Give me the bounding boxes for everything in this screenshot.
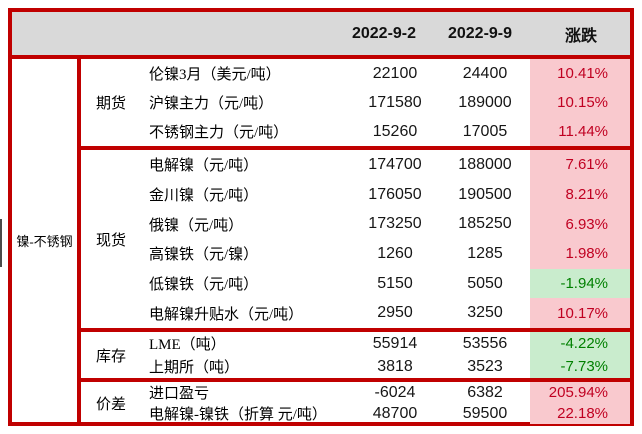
group-label: 库存: [95, 348, 126, 365]
curr-value-cell: 190500: [458, 185, 512, 203]
table-section-3: 库存 LME（吨） 55914 53556 -4.22% 上期所（吨） 3818 3523 -7…: [81, 328, 630, 378]
table-section-1: 期货 伦镍3月（美元/吨） 22100 24400 10.41% 沪镍主力（元/吨） 171…: [81, 59, 630, 146]
curr-value-cell: 1285: [467, 244, 503, 262]
table-row: 电解镍-镍铁（折算 元/吨） 48700 59500 22.18%: [141, 403, 630, 424]
category-label: 镍-不锈钢: [16, 234, 73, 249]
table-row: 电解镍（元/吨） 174700 188000 7.61%: [141, 150, 630, 180]
change-cell: -4.22%: [530, 332, 630, 355]
curr-value-cell: 6382: [467, 383, 503, 401]
curr-value-cell: 5050: [467, 274, 503, 292]
prev-value-cell: 171580: [368, 93, 422, 111]
change-cell: 205.94%: [530, 382, 630, 403]
group-label: 价差: [95, 396, 126, 413]
table-row: LME（吨） 55914 53556 -4.22%: [141, 332, 630, 355]
prev-value-cell: -6024: [374, 383, 416, 401]
curr-value-cell: 3250: [467, 304, 503, 322]
table-row: 金川镍（元/吨） 176050 190500 8.21%: [141, 179, 630, 210]
prev-value-cell: 5150: [377, 274, 413, 292]
change-cell: 10.17%: [530, 298, 630, 329]
row-label: 进口盈亏: [149, 386, 210, 402]
table-row: 上期所（吨） 3818 3523 -7.73%: [141, 355, 630, 378]
curr-value-cell: 59500: [462, 404, 508, 422]
change-cell: 22.18%: [530, 403, 630, 424]
screen-edge-artifact: [0, 219, 2, 267]
curr-value-cell: 185250: [458, 215, 512, 233]
curr-value-cell: 3523: [467, 357, 503, 375]
row-label: 电解镍-镍铁（折算 元/吨）: [149, 407, 327, 423]
row-label: 电解镍升贴水（元/吨）: [149, 306, 304, 323]
row-label: 电解镍（元/吨）: [149, 158, 259, 175]
row-label: 上期所（吨）: [149, 360, 240, 376]
change-cell: 6.93%: [530, 209, 630, 240]
prev-value-cell: 174700: [368, 155, 422, 173]
group-label: 期货: [95, 96, 126, 112]
section-rows: 伦镍3月（美元/吨） 22100 24400 10.41% 沪镍主力（元/吨） 17158…: [141, 59, 630, 146]
row-label: 俄镍（元/吨）: [149, 217, 244, 234]
change-cell: -1.94%: [530, 268, 630, 299]
prev-value-cell: 55914: [372, 334, 418, 352]
row-label: 金川镍（元/吨）: [149, 188, 259, 204]
change-cell: -7.73%: [530, 355, 630, 378]
curr-value-cell: 17005: [462, 122, 508, 140]
table-section-2: 现货 电解镍（元/吨） 174700 188000 7.61% 金川镍（元/吨） 17605…: [81, 146, 630, 329]
change-cell: 1.98%: [530, 239, 630, 269]
row-label: 高镍铁（元/镍）: [149, 247, 259, 264]
change-cell: 7.61%: [530, 150, 630, 180]
section-rows: LME（吨） 55914 53556 -4.22% 上期所（吨） 3818 3523 -7.7…: [141, 332, 630, 378]
nickel-stainless-price-table: 2022-9-2 2022-9-9 涨跌 镍-不锈钢 期货 伦镍3月（美元/吨） 2…: [8, 8, 634, 426]
change-cell: 10.41%: [530, 59, 630, 88]
curr-value-cell: 24400: [462, 64, 508, 82]
table-row: 电解镍升贴水（元/吨） 2950 3250 10.17%: [141, 298, 630, 329]
category-column: 镍-不锈钢: [12, 59, 81, 422]
row-label: 不锈钢主力（元/吨）: [149, 125, 289, 141]
prev-value-cell: 2950: [377, 304, 413, 322]
prev-value-cell: 48700: [372, 404, 418, 422]
section-rows: 电解镍（元/吨） 174700 188000 7.61% 金川镍（元/吨） 176050 1…: [141, 150, 630, 329]
row-label: LME（吨）: [149, 337, 226, 353]
row-label: 低镍铁（元/吨）: [149, 277, 259, 294]
prev-value-cell: 173250: [368, 215, 422, 233]
prev-value-cell: 3818: [377, 357, 413, 375]
table-header-row: 2022-9-2 2022-9-9 涨跌: [12, 12, 630, 59]
table-row: 伦镍3月（美元/吨） 22100 24400 10.41%: [141, 59, 630, 88]
table-main: 期货 伦镍3月（美元/吨） 22100 24400 10.41% 沪镍主力（元/吨） 171…: [81, 59, 630, 424]
prev-value-cell: 176050: [368, 185, 422, 203]
table-body: 镍-不锈钢 期货 伦镍3月（美元/吨） 22100 24400 10.41% 沪镍主力（元…: [12, 59, 630, 424]
table-row: 高镍铁（元/镍） 1260 1285 1.98%: [141, 239, 630, 269]
change-cell: 8.21%: [530, 179, 630, 210]
column-header-date-prev: 2022-9-2: [351, 24, 417, 42]
table-row: 低镍铁（元/吨） 5150 5050 -1.94%: [141, 268, 630, 299]
section-rows: 进口盈亏 -6024 6382 205.94% 电解镍-镍铁（折算 元/吨） 48700 5…: [141, 382, 630, 424]
table-row: 俄镍（元/吨） 173250 185250 6.93%: [141, 209, 630, 240]
table-row: 不锈钢主力（元/吨） 15260 17005 11.44%: [141, 117, 630, 146]
curr-value-cell: 53556: [462, 334, 508, 352]
column-header-change: 涨跌: [564, 27, 598, 45]
row-label: 伦镍3月（美元/吨）: [149, 67, 281, 83]
table-row: 沪镍主力（元/吨） 171580 189000 10.15%: [141, 88, 630, 117]
table-section-4: 价差 进口盈亏 -6024 6382 205.94% 电解镍-镍铁（折算 元/吨） 4870…: [81, 378, 630, 424]
group-label: 现货: [95, 232, 126, 249]
change-cell: 10.15%: [530, 88, 630, 117]
table-row: 进口盈亏 -6024 6382 205.94%: [141, 382, 630, 403]
curr-value-cell: 189000: [458, 93, 512, 111]
curr-value-cell: 188000: [458, 155, 512, 173]
prev-value-cell: 15260: [372, 122, 418, 140]
prev-value-cell: 22100: [372, 64, 418, 82]
column-header-date-curr: 2022-9-9: [447, 24, 513, 42]
row-label: 沪镍主力（元/吨）: [149, 96, 274, 112]
change-cell: 11.44%: [530, 117, 630, 146]
prev-value-cell: 1260: [377, 244, 413, 262]
